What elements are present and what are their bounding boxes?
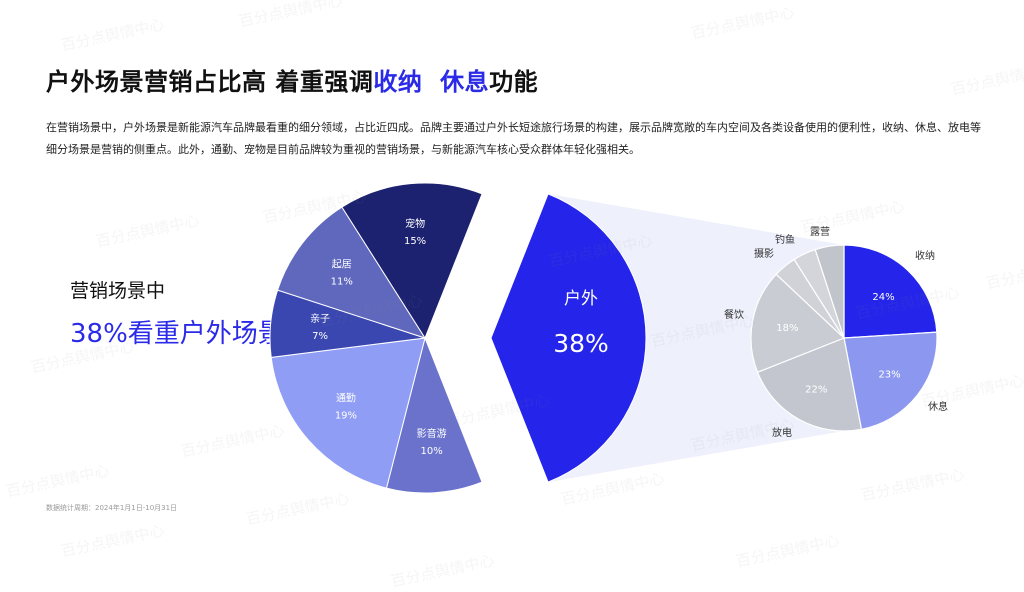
slice-label-1: 影音游 <box>417 427 447 440</box>
title-highlight-storage: 收纳 <box>373 68 423 96</box>
slice-outdoor-value: 38% <box>553 329 609 358</box>
pie-chart-area: 户外 38% 影音游 10% 通勤 19% 亲子 7% 起居 11% 宠物 15% 24% 收纳 23% 休息… <box>269 182 948 494</box>
sub-slice-value-0: 24% <box>872 292 894 303</box>
title-part-2: 功能 <box>489 68 539 96</box>
sub-slice-value-3: 18% <box>776 323 798 334</box>
data-period-footnote: 数据统计周期：2024年1月1日-10月31日 <box>46 504 178 512</box>
sub-slice-label-4: 摄影 <box>754 247 774 260</box>
slice-value-4: 11% <box>331 276 353 287</box>
slice-label-5: 宠物 <box>405 217 425 230</box>
slice-value-2: 19% <box>335 411 357 422</box>
slice-5 <box>341 182 483 340</box>
sub-slice-value-1: 23% <box>878 369 900 380</box>
slice-outdoor <box>490 193 647 483</box>
sub-slice-1 <box>843 331 938 431</box>
slice-value-3: 7% <box>312 331 328 342</box>
slice-4 <box>276 206 427 339</box>
title-highlight-rest: 休息 <box>440 68 490 96</box>
page-title: 户外场景营销占比高 着重强调收纳 休息功能 <box>46 62 538 97</box>
side-highlight: 38%看重户外场景 <box>70 319 284 349</box>
sub-slice-0 <box>843 244 938 339</box>
slice-outdoor-label: 户外 <box>564 289 598 309</box>
sub-slice-2 <box>756 337 863 432</box>
slice-label-3: 亲子 <box>310 312 330 325</box>
slice-label-2: 通勤 <box>336 392 356 405</box>
title-part-1: 户外场景营销占比高 着重强调 <box>46 68 374 96</box>
description-paragraph: 在营销场景中，户外场景是新能源汽车品牌最看重的细分领域，占比近四成。品牌主要通过… <box>46 121 981 156</box>
sub-slice-value-2: 22% <box>805 385 827 396</box>
sub-slice-label-1: 休息 <box>928 400 948 413</box>
slice-label-4: 起居 <box>332 258 352 270</box>
slice-value-5: 15% <box>404 236 426 247</box>
slice-value-1: 10% <box>421 446 443 457</box>
sub-slice-label-0: 收纳 <box>915 249 935 262</box>
slice-2 <box>270 337 426 489</box>
sub-slice-6 <box>814 244 845 339</box>
sub-slice-label-5: 钓鱼 <box>775 233 795 246</box>
sub-slice-label-6: 露营 <box>810 225 830 238</box>
sub-slice-3 <box>750 273 846 374</box>
sub-slice-label-3: 餐饮 <box>724 308 744 321</box>
slice-1 <box>385 336 483 494</box>
sub-slice-label-2: 放电 <box>772 426 792 439</box>
side-caption: 营销场景中 <box>70 280 166 302</box>
